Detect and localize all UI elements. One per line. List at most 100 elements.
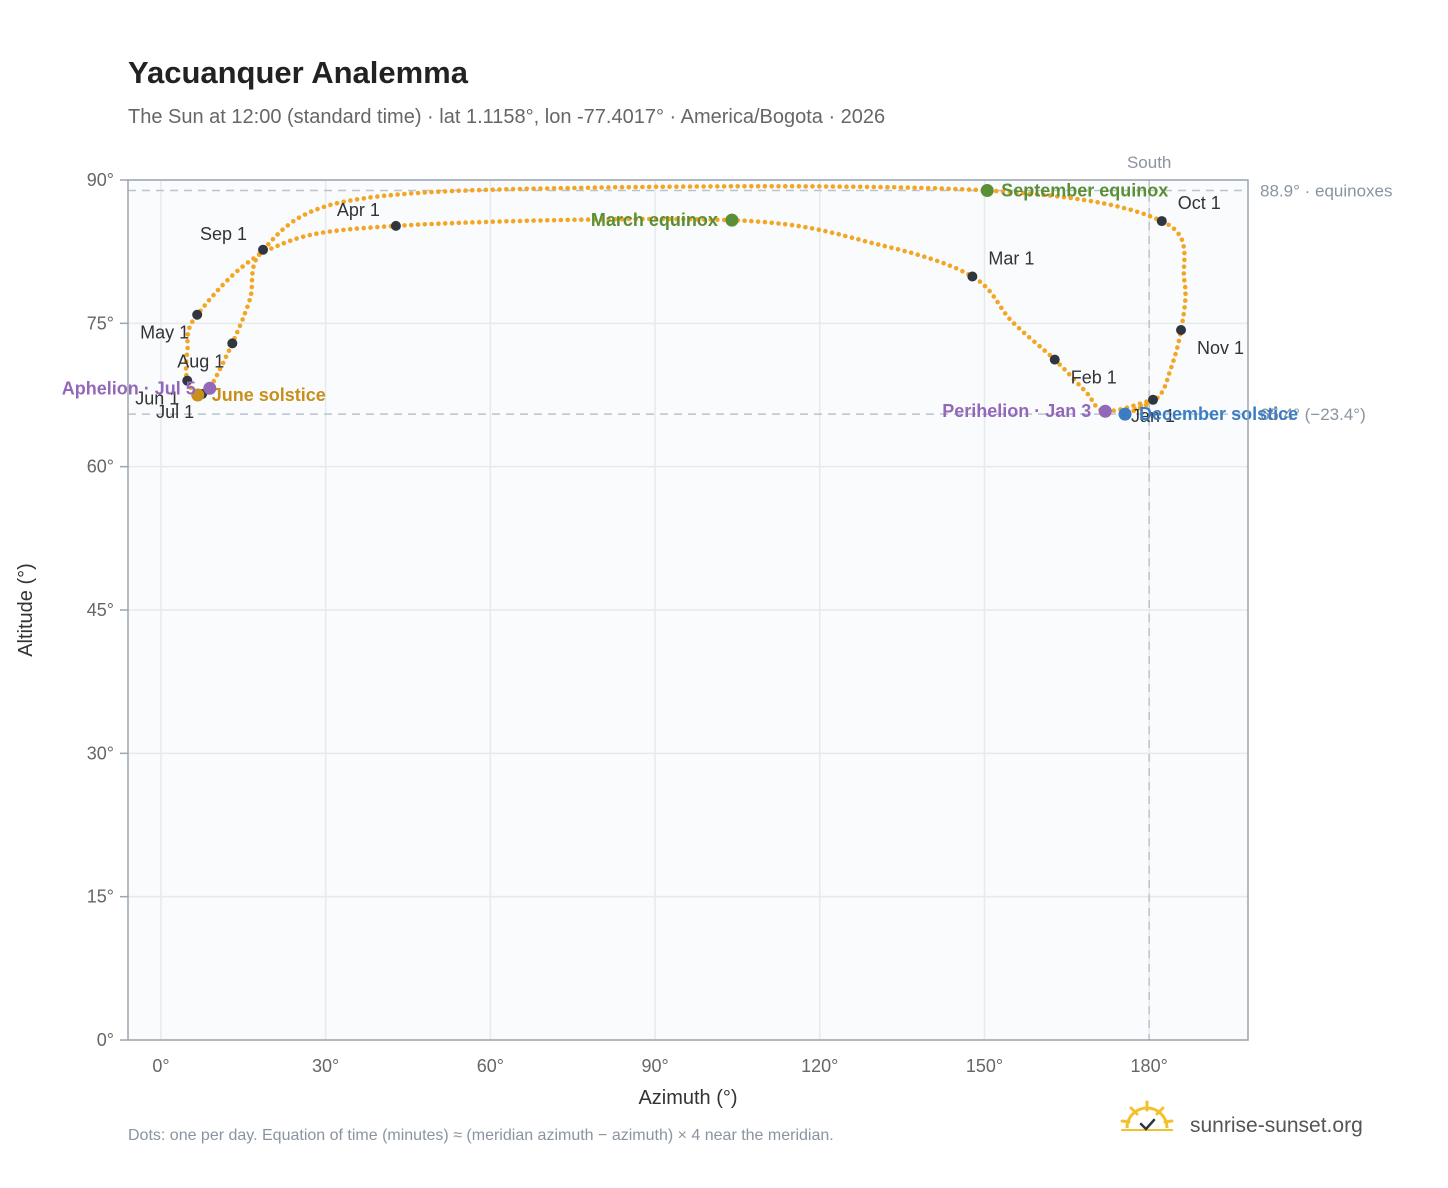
day-dot [415, 222, 421, 227]
day-dot [626, 184, 632, 190]
day-dot [251, 264, 256, 270]
sun-icon [1120, 1100, 1174, 1131]
footnote: Dots: one per day. Equation of time (min… [128, 1127, 834, 1144]
day-dot [912, 185, 917, 191]
day-dot [796, 223, 801, 229]
day-dot [211, 378, 217, 384]
day-dot [408, 191, 414, 196]
day-dot [1121, 205, 1127, 211]
day-dot [217, 366, 223, 372]
month-label: May 1 [140, 323, 189, 343]
day-dot [402, 191, 407, 197]
day-dot [184, 352, 190, 358]
day-dot [510, 218, 516, 224]
reference-lines: 88.9° · equinoxes 65.4° (−23.4°) South [128, 153, 1393, 1040]
event-label: June solstice [212, 385, 326, 405]
day-dot [415, 190, 421, 196]
day-dot [1162, 384, 1168, 389]
day-dot [803, 224, 808, 230]
day-dot [1182, 257, 1187, 263]
event-label: December solstice [1139, 404, 1298, 424]
y-tick-label: 90° [87, 170, 114, 190]
day-dot [1180, 318, 1185, 324]
day-dot [701, 217, 706, 222]
day-dot [667, 216, 672, 222]
day-dot [1101, 201, 1107, 206]
day-dot [823, 184, 829, 189]
day-dot [497, 219, 502, 224]
month-marker [227, 338, 238, 349]
day-dot [524, 218, 530, 224]
day-dot [1075, 196, 1080, 202]
day-dot [856, 237, 861, 242]
day-dot [1132, 406, 1138, 412]
day-dot [483, 219, 489, 225]
day-dot [321, 204, 327, 210]
day-dot [592, 185, 598, 190]
day-dot [999, 305, 1004, 311]
day-dot [1000, 189, 1006, 194]
day-dot [248, 291, 254, 297]
day-dot [776, 184, 781, 189]
day-dot [1048, 193, 1053, 198]
day-dot [572, 217, 577, 223]
day-dot [315, 206, 320, 212]
day-dot [436, 221, 441, 226]
day-dot [959, 187, 965, 192]
day-dot [294, 236, 299, 241]
day-dot [1016, 326, 1022, 331]
month-marker [390, 220, 401, 231]
day-dot [545, 218, 550, 223]
day-dot [816, 227, 822, 232]
day-dot [517, 186, 523, 192]
day-dot [844, 184, 849, 189]
day-dot [1181, 271, 1187, 276]
day-dot [599, 217, 604, 222]
day-dot [1181, 264, 1187, 270]
day-dot [653, 184, 659, 190]
day-dot [245, 260, 251, 265]
day-dot [653, 216, 659, 222]
day-dot [1173, 351, 1178, 357]
day-dot [789, 184, 795, 189]
day-dot [749, 218, 754, 224]
day-dot [783, 184, 788, 189]
day-dot [647, 216, 652, 222]
day-dot [579, 217, 584, 222]
day-dot [905, 185, 911, 190]
day-dot [973, 187, 979, 193]
day-dot [902, 248, 907, 254]
day-dot [572, 185, 577, 191]
x-tick-label: 120° [801, 1056, 838, 1076]
day-dot [721, 217, 727, 223]
day-dot [235, 329, 240, 335]
day-dot [919, 185, 924, 191]
day-dot [1144, 400, 1150, 406]
brand-logo: sunrise-sunset.org [1120, 1100, 1363, 1137]
day-dot [660, 216, 666, 222]
chart-subtitle: The Sun at 12:00 (standard time) · lat 1… [128, 106, 885, 128]
day-dot [368, 195, 373, 200]
day-dot [1183, 291, 1188, 297]
day-dot [347, 226, 353, 232]
day-dot [837, 184, 842, 189]
day-dot [660, 184, 666, 190]
day-dot [354, 226, 360, 231]
brand-name: sunrise-sunset.org [1190, 1114, 1363, 1137]
day-dot [849, 235, 855, 240]
day-dot [436, 189, 441, 195]
day-dot [187, 325, 192, 331]
day-dot [987, 288, 992, 294]
month-label: Sep 1 [200, 224, 247, 244]
day-dot [960, 268, 965, 274]
day-dot [694, 184, 700, 189]
day-dot [1128, 207, 1133, 213]
day-dot [953, 186, 958, 192]
day-dot [517, 218, 523, 224]
day-dot [1041, 192, 1046, 198]
month-marker [1156, 216, 1167, 227]
event-label: September equinox [1001, 181, 1168, 201]
day-dot [442, 189, 448, 194]
day-dot [368, 225, 373, 230]
day-dot [1182, 278, 1187, 283]
